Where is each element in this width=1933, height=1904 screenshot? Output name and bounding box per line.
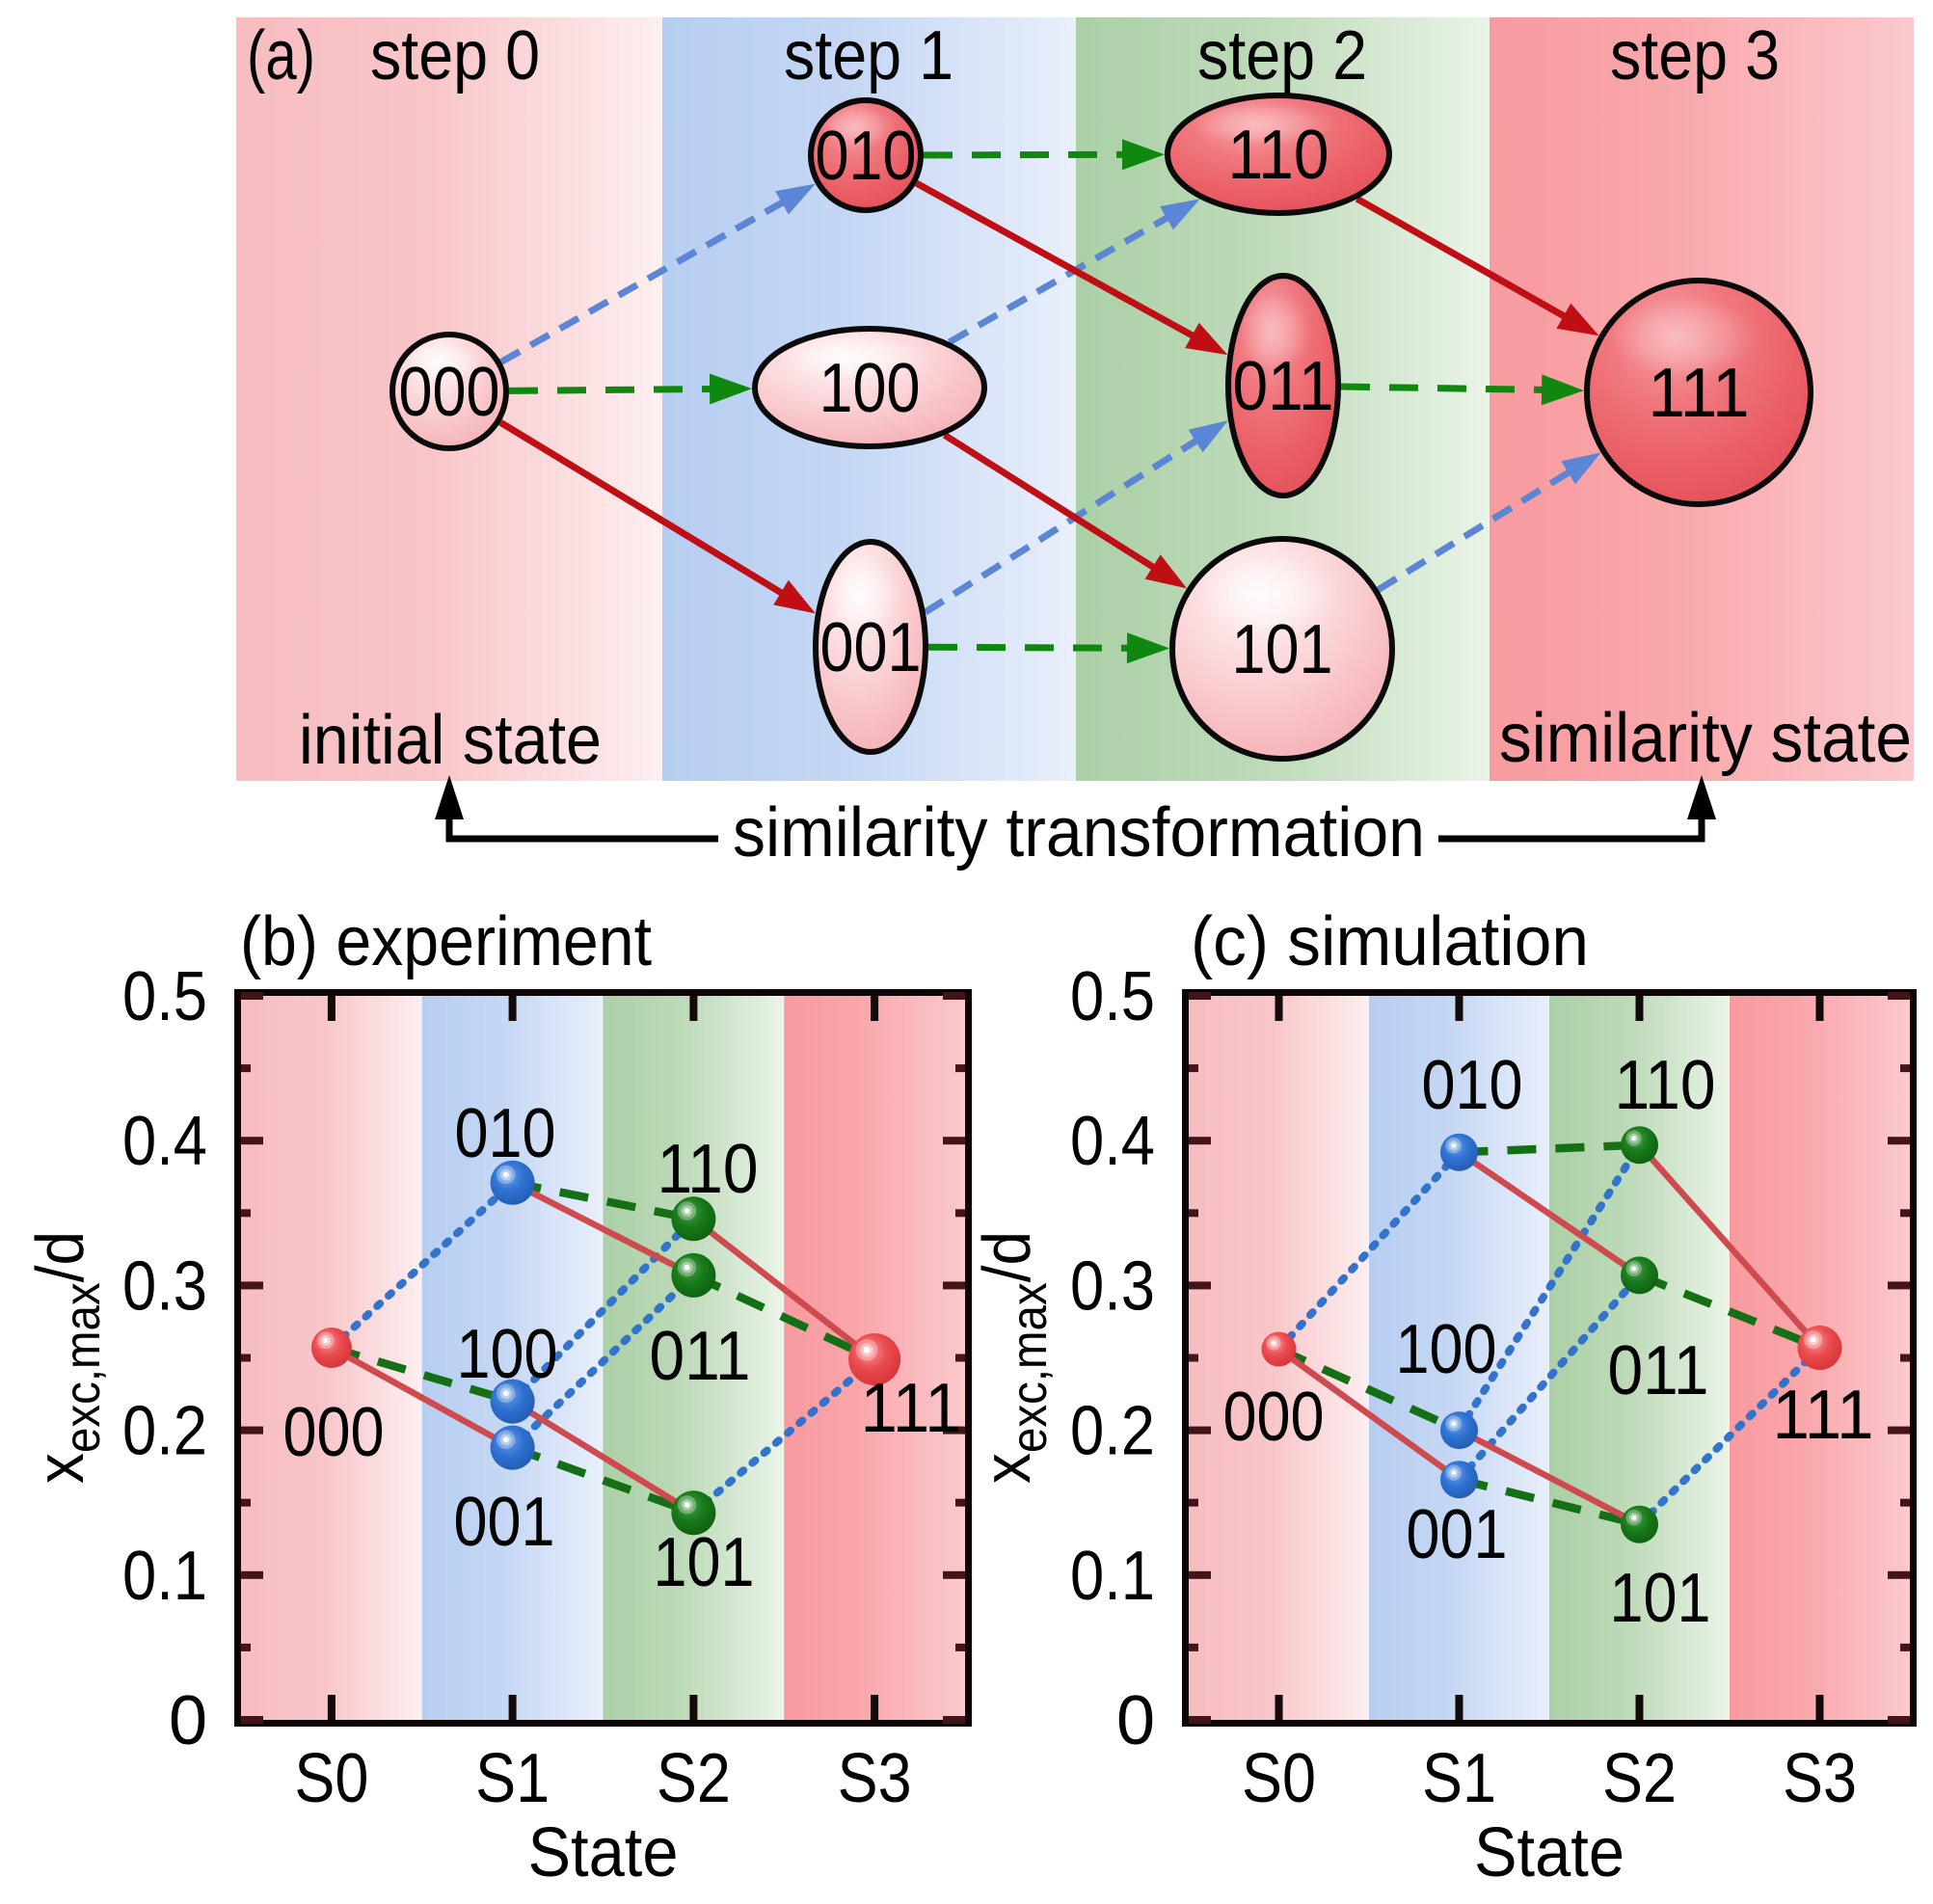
- svg-text:initial state: initial state: [299, 702, 602, 779]
- svg-text:State: State: [1474, 1814, 1624, 1891]
- svg-text:100: 100: [819, 350, 921, 427]
- svg-text:S0: S0: [1242, 1740, 1316, 1817]
- svg-text:001: 001: [1407, 1496, 1508, 1573]
- svg-text:100: 100: [457, 1316, 558, 1393]
- svg-text:S2: S2: [1602, 1740, 1677, 1817]
- svg-text:0.4: 0.4: [1070, 1103, 1155, 1180]
- svg-text:S0: S0: [294, 1740, 368, 1817]
- svg-text:010: 010: [1422, 1047, 1523, 1124]
- svg-text:101: 101: [1232, 611, 1333, 688]
- svg-text:110: 110: [1615, 1047, 1716, 1124]
- svg-text:0.1: 0.1: [1070, 1538, 1155, 1615]
- svg-text:100: 100: [1396, 1311, 1497, 1388]
- svg-text:S3: S3: [1783, 1740, 1857, 1817]
- svg-text:001: 001: [454, 1484, 555, 1561]
- svg-text:0.3: 0.3: [1070, 1247, 1155, 1325]
- svg-text:111: 111: [1649, 355, 1750, 432]
- svg-text:0.5: 0.5: [122, 958, 207, 1035]
- svg-text:similarity state: similarity state: [1499, 700, 1912, 777]
- svg-text:0.1: 0.1: [122, 1538, 207, 1615]
- svg-text:010: 010: [816, 118, 917, 195]
- svg-text:000: 000: [283, 1394, 385, 1471]
- svg-text:111: 111: [861, 1370, 962, 1447]
- svg-text:110: 110: [1228, 117, 1329, 194]
- svg-text:S2: S2: [657, 1740, 731, 1817]
- svg-text:101: 101: [1610, 1560, 1711, 1637]
- svg-text:S1: S1: [475, 1740, 550, 1817]
- svg-text:110: 110: [658, 1131, 759, 1208]
- svg-text:(a): (a): [247, 17, 315, 94]
- svg-text:0: 0: [1116, 1682, 1155, 1759]
- svg-text:0: 0: [169, 1682, 207, 1759]
- svg-text:001: 001: [820, 609, 922, 686]
- svg-text:(b) experiment: (b) experiment: [240, 903, 652, 980]
- svg-text:similarity transformation: similarity transformation: [733, 794, 1425, 872]
- svg-text:State: State: [528, 1814, 679, 1891]
- svg-text:(c) simulation: (c) simulation: [1191, 903, 1589, 980]
- svg-text:101: 101: [654, 1524, 755, 1601]
- svg-text:step 1: step 1: [784, 17, 953, 94]
- svg-text:0.2: 0.2: [1070, 1393, 1155, 1470]
- svg-text:111: 111: [1773, 1377, 1874, 1454]
- svg-text:step 3: step 3: [1610, 17, 1780, 94]
- svg-text:010: 010: [455, 1095, 556, 1172]
- svg-text:step 2: step 2: [1197, 17, 1367, 94]
- svg-text:0.3: 0.3: [122, 1247, 207, 1325]
- svg-text:0.5: 0.5: [1070, 958, 1155, 1035]
- svg-text:000: 000: [1223, 1379, 1325, 1456]
- svg-text:011: 011: [1233, 348, 1334, 425]
- svg-text:S3: S3: [838, 1740, 912, 1817]
- svg-text:S1: S1: [1422, 1740, 1496, 1817]
- svg-text:011: 011: [650, 1318, 751, 1395]
- svg-text:000: 000: [399, 354, 500, 431]
- svg-text:0.2: 0.2: [122, 1393, 207, 1470]
- svg-text:step 0: step 0: [370, 17, 540, 94]
- svg-text:011: 011: [1608, 1332, 1709, 1409]
- svg-text:0.4: 0.4: [122, 1103, 207, 1180]
